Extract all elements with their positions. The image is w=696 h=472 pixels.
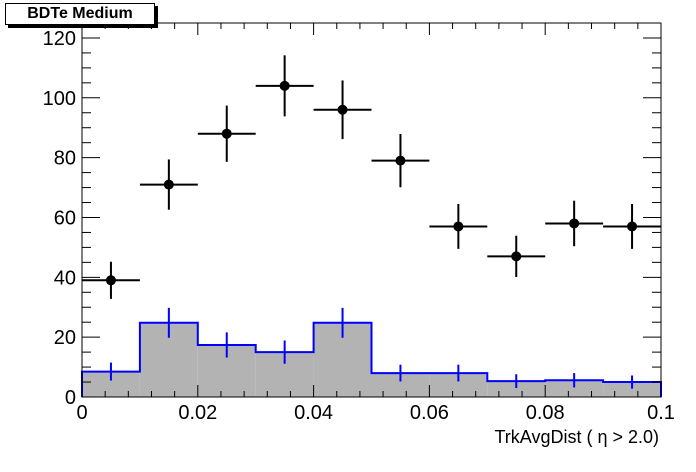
data-point (221, 128, 232, 139)
x-tick-label: 0.06 (410, 402, 449, 424)
x-tick-label: 0.08 (526, 402, 565, 424)
histogram-outline (81, 321, 662, 397)
data-point (105, 275, 116, 286)
chart-title-box: BDTe Medium (5, 3, 155, 25)
y-tick-label: 40 (54, 267, 76, 289)
data-point (163, 179, 174, 190)
histogram-layer (81, 307, 662, 397)
data-point (395, 155, 406, 166)
x-tick-label: 0.1 (647, 402, 675, 424)
data-point (279, 80, 290, 91)
y-tick-label: 120 (43, 28, 76, 50)
y-tick-label: 0 (65, 387, 76, 409)
data-point (569, 218, 580, 229)
x-tick-label: 0 (76, 402, 87, 424)
data-point (337, 104, 348, 115)
y-tick-label: 60 (54, 207, 76, 229)
plot-frame (81, 22, 662, 398)
histogram-bar (487, 381, 546, 397)
data-point (627, 221, 638, 232)
y-tick-label: 20 (54, 327, 76, 349)
x-tick-label: 0.04 (294, 402, 333, 424)
data-point (511, 251, 522, 262)
y-tick-label: 80 (54, 148, 76, 170)
x-axis-title: TrkAvgDist ( η > 2.0) (494, 427, 659, 447)
x-tick-label: 0.02 (178, 402, 217, 424)
data-points-layer (82, 55, 661, 299)
data-point (453, 221, 464, 232)
chart-title: BDTe Medium (27, 5, 133, 22)
histogram-bar (603, 382, 661, 397)
axis-ticks (81, 22, 662, 398)
histogram-bar (545, 380, 604, 397)
histogram-bar (429, 373, 488, 397)
histogram-bar (371, 373, 430, 397)
tick-labels: 0 20 40 60 80 100 120 0 0.02 0.04 0.06 0.08 0.1 (43, 28, 675, 424)
y-tick-label: 100 (43, 88, 76, 110)
